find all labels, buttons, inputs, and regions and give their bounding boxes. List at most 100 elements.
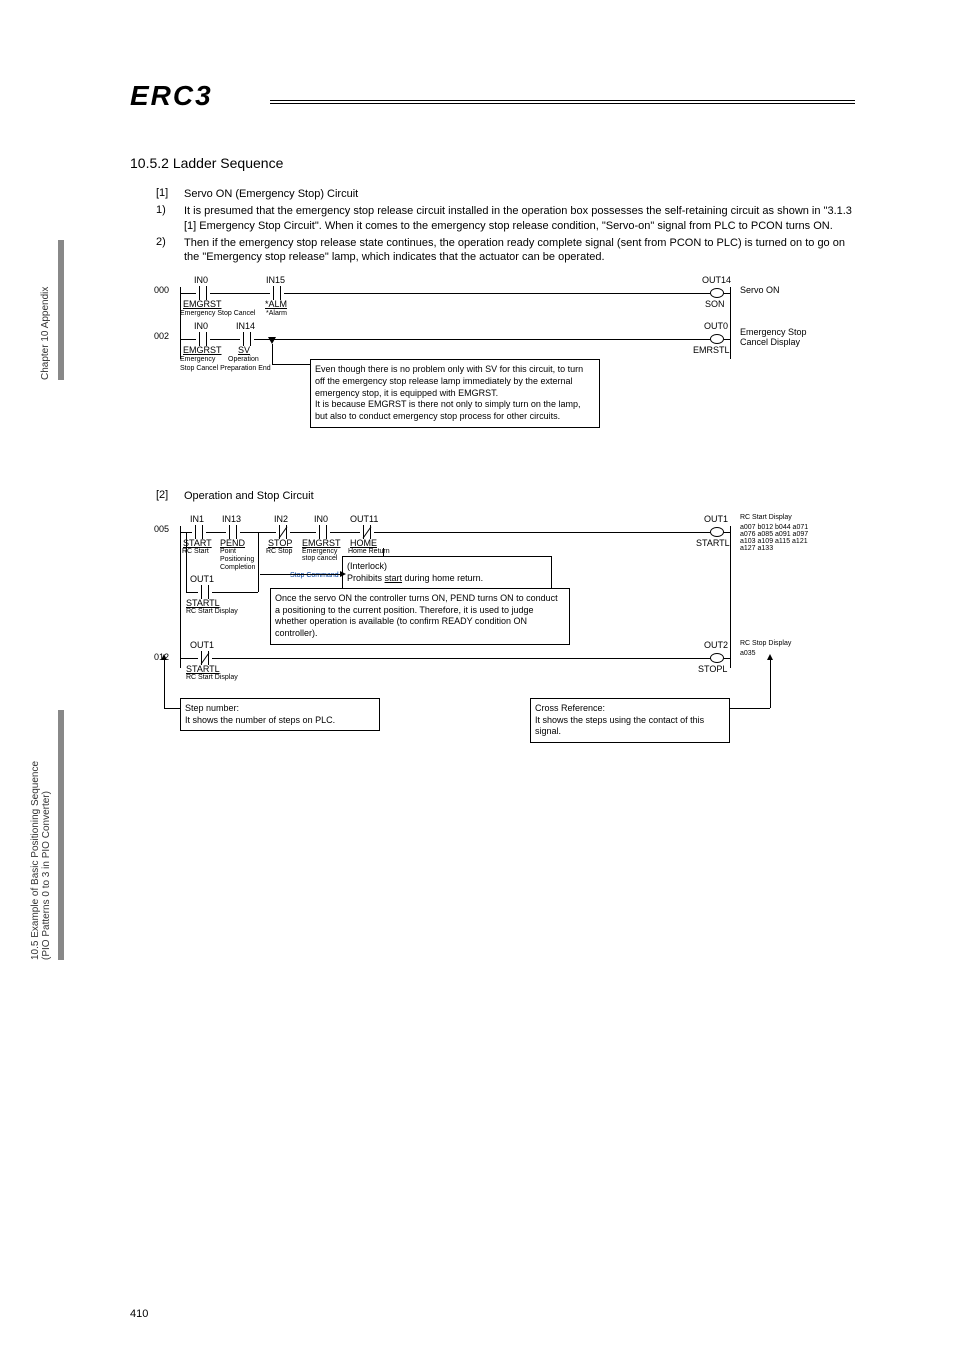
- list-2: [2] Operation and Stop Circuit: [156, 489, 855, 504]
- sidebar-marker-1: [58, 240, 64, 380]
- logo: ERC3: [130, 80, 213, 112]
- wire: [254, 339, 710, 340]
- contact: [316, 525, 330, 539]
- label: OUT14: [702, 275, 731, 285]
- label: IN13: [222, 514, 241, 524]
- label: OUT1: [190, 574, 214, 584]
- contact: [192, 525, 206, 539]
- label: IN0: [314, 514, 328, 524]
- coil: [710, 527, 724, 537]
- label: HOME: [350, 538, 377, 548]
- step-num: 005: [154, 524, 169, 534]
- rail: [730, 526, 731, 668]
- list-item: [2] Operation and Stop Circuit: [156, 489, 855, 504]
- leader: [770, 658, 771, 708]
- contact: [240, 332, 254, 346]
- leader: [164, 658, 165, 708]
- arrow-icon: [161, 654, 167, 660]
- contact: [226, 525, 240, 539]
- label: STARTL: [186, 664, 220, 674]
- note-box: Even though there is no problem only wit…: [310, 359, 600, 427]
- wire: [210, 293, 270, 294]
- label: Positioning: [220, 556, 254, 563]
- wire: [212, 658, 710, 659]
- wire: [210, 339, 240, 340]
- label: Operation: [228, 356, 259, 363]
- contact: [196, 286, 210, 300]
- contact: [198, 585, 212, 599]
- list-item: [1] Servo ON (Emergency Stop) Circuit: [156, 187, 855, 202]
- list-num: 2): [156, 236, 184, 266]
- sidebar-label-section: 10.5 Example of Basic Positioning Sequen…: [30, 710, 52, 960]
- pend-note-box: Once the servo ON the controller turns O…: [270, 588, 570, 645]
- rail: [730, 287, 731, 359]
- arrow-icon: [340, 571, 346, 577]
- wire: [284, 293, 710, 294]
- label: PEND: [220, 538, 245, 548]
- label: Servo ON: [740, 285, 780, 295]
- wire: [258, 532, 259, 592]
- label: Emergency stop cancel: [302, 548, 342, 562]
- step-num: 002: [154, 331, 169, 341]
- label: RC Start Display: [740, 514, 792, 521]
- coil: [710, 334, 724, 344]
- label: Point: [220, 548, 236, 555]
- label: IN1: [190, 514, 204, 524]
- wire: [724, 293, 730, 294]
- contact: [196, 332, 210, 346]
- wire: [290, 532, 316, 533]
- leader: [164, 708, 180, 709]
- header-rule: [270, 100, 855, 104]
- label: Completion: [220, 564, 255, 571]
- list-num: [2]: [156, 489, 184, 504]
- label: OUT11: [350, 514, 378, 524]
- ladder-diagram-1: 000 IN0 IN15 EMGRST *ALM Emergency Stop …: [150, 279, 855, 459]
- wire: [374, 532, 710, 533]
- label: SV: [238, 345, 250, 355]
- list-text: Then if the emergency stop release state…: [184, 236, 855, 266]
- label: STARTL: [186, 598, 220, 608]
- label: EMRSTL: [693, 345, 730, 355]
- label: IN15: [266, 275, 285, 285]
- leader: [272, 344, 273, 364]
- label: STOP: [268, 538, 292, 548]
- wire: [724, 532, 730, 533]
- section-title: 10.5.2 Ladder Sequence: [130, 155, 855, 171]
- label: Prohibits start during home return.: [347, 573, 483, 583]
- label: EMGRST: [302, 538, 341, 548]
- wire: [180, 658, 198, 659]
- sidebar-marker-2: [58, 710, 64, 960]
- label: Emergency: [180, 356, 215, 363]
- sidebar-label-chapter: Chapter 10 Appendix: [40, 240, 51, 380]
- step-note-box: Step number: It shows the number of step…: [180, 698, 380, 731]
- label: EMGRST: [183, 299, 222, 309]
- label: Emergency Stop Cancel Display: [740, 327, 830, 347]
- label: STARTL: [696, 538, 730, 548]
- leader: [260, 574, 342, 575]
- wire: [206, 532, 226, 533]
- wire: [180, 293, 196, 294]
- arrow-icon: [268, 337, 276, 344]
- list-text: Servo ON (Emergency Stop) Circuit: [184, 187, 855, 202]
- leader: [383, 548, 384, 556]
- step-num: 000: [154, 285, 169, 295]
- coil: [710, 653, 724, 663]
- wire: [724, 658, 730, 659]
- wire: [186, 532, 187, 592]
- list-1: [1] Servo ON (Emergency Stop) Circuit 1)…: [156, 187, 855, 265]
- label: Emergency Stop Cancel: [180, 310, 255, 317]
- coil: [710, 288, 724, 298]
- ladder-diagram-2: 005 IN1 IN13 IN2 IN0 OUT11 START PEND ST…: [150, 518, 855, 748]
- wire: [186, 592, 198, 593]
- logo-text: ERC3: [130, 80, 213, 111]
- label: a035: [740, 650, 756, 657]
- page-number: 410: [130, 1308, 148, 1320]
- label: RC Start Display: [186, 674, 238, 681]
- leader: [730, 708, 770, 709]
- label: a007 b012 b044 a071 a076 a085 a091 a097 …: [740, 524, 815, 552]
- label: OUT2: [704, 640, 728, 650]
- label: RC Start Display: [186, 608, 238, 615]
- label: STOPL: [698, 664, 727, 674]
- leader: [272, 364, 310, 365]
- label: Stop Cancel Preparation End: [180, 365, 271, 372]
